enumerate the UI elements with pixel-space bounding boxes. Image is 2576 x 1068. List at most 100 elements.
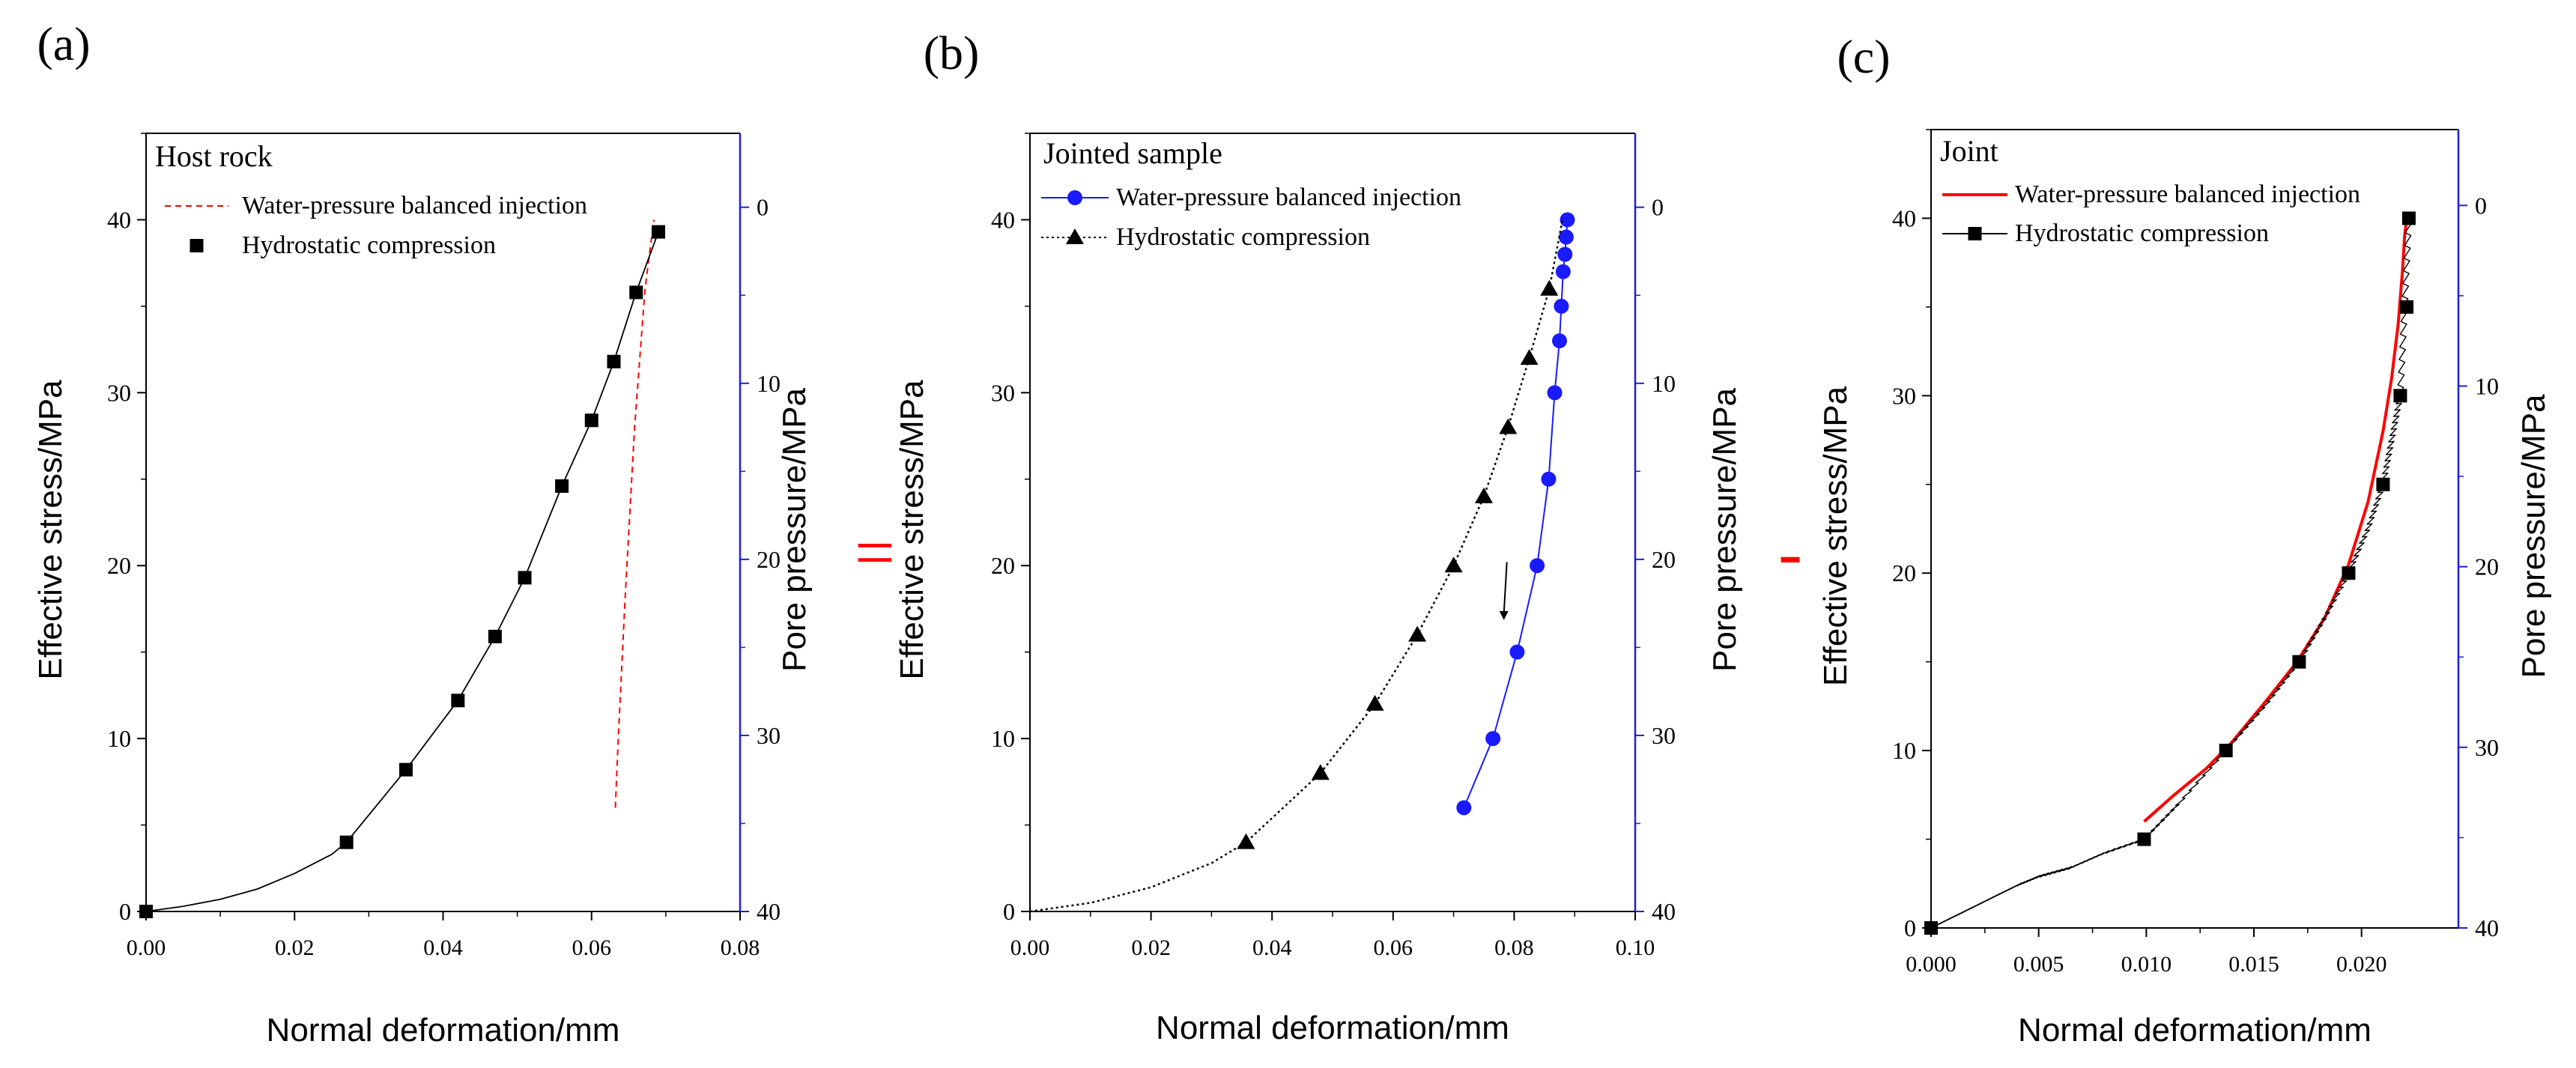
data-point — [1408, 625, 1427, 642]
y2-axis-label: Pore pressure/MPa — [1706, 387, 1743, 672]
x-tick-label: 0.08 — [1494, 935, 1534, 960]
data-point — [518, 571, 532, 585]
y2-tick-label: 20 — [1652, 546, 1676, 573]
data-point — [1499, 418, 1518, 434]
data-point — [488, 629, 502, 643]
data-point — [629, 285, 643, 300]
data-point — [1509, 644, 1525, 660]
data-point — [1485, 731, 1501, 747]
data-point — [2137, 832, 2151, 846]
y2-tick-label: 40 — [1652, 898, 1676, 925]
x-tick-label: 0.015 — [2228, 952, 2279, 977]
data-point — [451, 694, 465, 708]
y-tick-label: 30 — [107, 379, 131, 406]
data-point — [584, 413, 598, 428]
x-tick-label: 0.020 — [2336, 952, 2387, 977]
x-tick-label: 0.00 — [127, 935, 166, 960]
data-point — [1547, 385, 1563, 401]
x-tick-label: 0.02 — [275, 935, 315, 960]
series-line — [2143, 218, 2408, 823]
legend-marker — [1968, 227, 1982, 240]
data-point — [2393, 389, 2407, 403]
y-tick-label: 10 — [107, 725, 131, 752]
data-point — [1530, 558, 1545, 574]
data-point — [398, 762, 413, 777]
data-point — [2376, 477, 2390, 491]
data-point — [2342, 566, 2356, 580]
data-point — [1557, 246, 1573, 262]
direction-arrowhead — [1499, 610, 1509, 620]
data-point — [2292, 655, 2306, 669]
y2-tick-label: 0 — [757, 194, 769, 221]
legend-title: Host rock — [155, 139, 273, 173]
x-tick-label: 0.005 — [2013, 952, 2064, 977]
y-tick-label: 40 — [107, 206, 131, 233]
legend-title: Jointed sample — [1043, 136, 1222, 170]
y-tick-label: 30 — [991, 379, 1015, 406]
data-point — [2401, 211, 2416, 225]
legend-entry-label: Water-pressure balanced injection — [242, 192, 587, 219]
legend: Joint Water-pressure balanced injection Hy… — [1940, 134, 2360, 247]
panel-label: (a) — [37, 17, 90, 70]
x-tick-label: 0.10 — [1616, 935, 1655, 960]
x-tick-label: 0.02 — [1131, 935, 1171, 960]
data-point — [1560, 212, 1575, 228]
y2-tick-label: 30 — [2475, 734, 2499, 761]
data-point — [1456, 800, 1472, 816]
y-tick-label: 20 — [991, 552, 1015, 579]
panel-label: (b) — [924, 26, 980, 79]
legend-marker — [1066, 228, 1084, 244]
data-point — [1520, 349, 1539, 365]
y2-tick-label: 0 — [1652, 194, 1664, 221]
y2-tick-label: 10 — [2475, 372, 2499, 399]
x-axis-label: Normal deformation/mm — [267, 1012, 620, 1049]
x-tick-label: 0.06 — [572, 935, 612, 960]
x-tick-label: 0.000 — [1906, 952, 1957, 977]
y-tick-label: 20 — [1892, 559, 1916, 586]
y-tick-label: 0 — [1904, 914, 1916, 941]
data-point — [1475, 487, 1493, 503]
minus-separator: - — [1778, 512, 1802, 592]
y2-tick-label: 0 — [2475, 192, 2487, 219]
y2-tick-label: 30 — [1652, 722, 1676, 749]
series-0 — [1456, 212, 1575, 816]
y2-axis-label: Pore pressure/MPa — [2515, 394, 2552, 679]
series-1 — [1924, 211, 2416, 935]
y-axis-label: Effective stress/MPa — [32, 380, 69, 680]
series-0 — [614, 219, 655, 808]
legend-marker — [190, 239, 204, 252]
legend: Host rock Water-pressure balanced injecti… — [155, 139, 587, 259]
y2-tick-label: 10 — [1652, 370, 1676, 397]
series-1 — [1029, 219, 1564, 913]
y2-tick-label: 10 — [757, 370, 781, 397]
series-line — [1927, 218, 2413, 931]
x-tick-label: 0.00 — [1010, 935, 1050, 960]
panel-b: (b) 0.00 0.02 0.04 0.06 0.08 0.10 0 10 20 30 40 0 10 2… — [894, 26, 1743, 1046]
data-point — [1540, 279, 1559, 296]
y2-axis-label: Pore pressure/MPa — [776, 387, 813, 672]
series-line — [1029, 219, 1564, 913]
y-tick-label: 20 — [107, 552, 131, 579]
data-point — [2219, 744, 2233, 758]
data-point — [1558, 229, 1574, 245]
y-tick-label: 30 — [1892, 382, 1916, 409]
x-tick-label: 0.04 — [423, 935, 463, 960]
y-tick-label: 0 — [119, 898, 131, 925]
data-point — [1554, 298, 1569, 314]
series-0 — [2143, 218, 2408, 823]
data-point — [2400, 300, 2414, 314]
direction-arrow — [1503, 562, 1508, 614]
legend: Jointed sample Water-pressure balanced in… — [1041, 136, 1461, 251]
legend-entry-label: Hydrostatic compression — [242, 231, 496, 259]
legend-marker — [1067, 190, 1082, 205]
y-axis-label: Effective stress/MPa — [1817, 386, 1854, 686]
series-line — [145, 231, 659, 912]
data-point — [1311, 764, 1330, 780]
series-line — [1463, 219, 1569, 808]
y2-tick-label: 40 — [757, 898, 781, 925]
x-tick-label: 0.010 — [2121, 952, 2172, 977]
series-line — [614, 219, 655, 808]
series-1 — [139, 225, 665, 918]
equals-separator: = — [855, 512, 895, 592]
